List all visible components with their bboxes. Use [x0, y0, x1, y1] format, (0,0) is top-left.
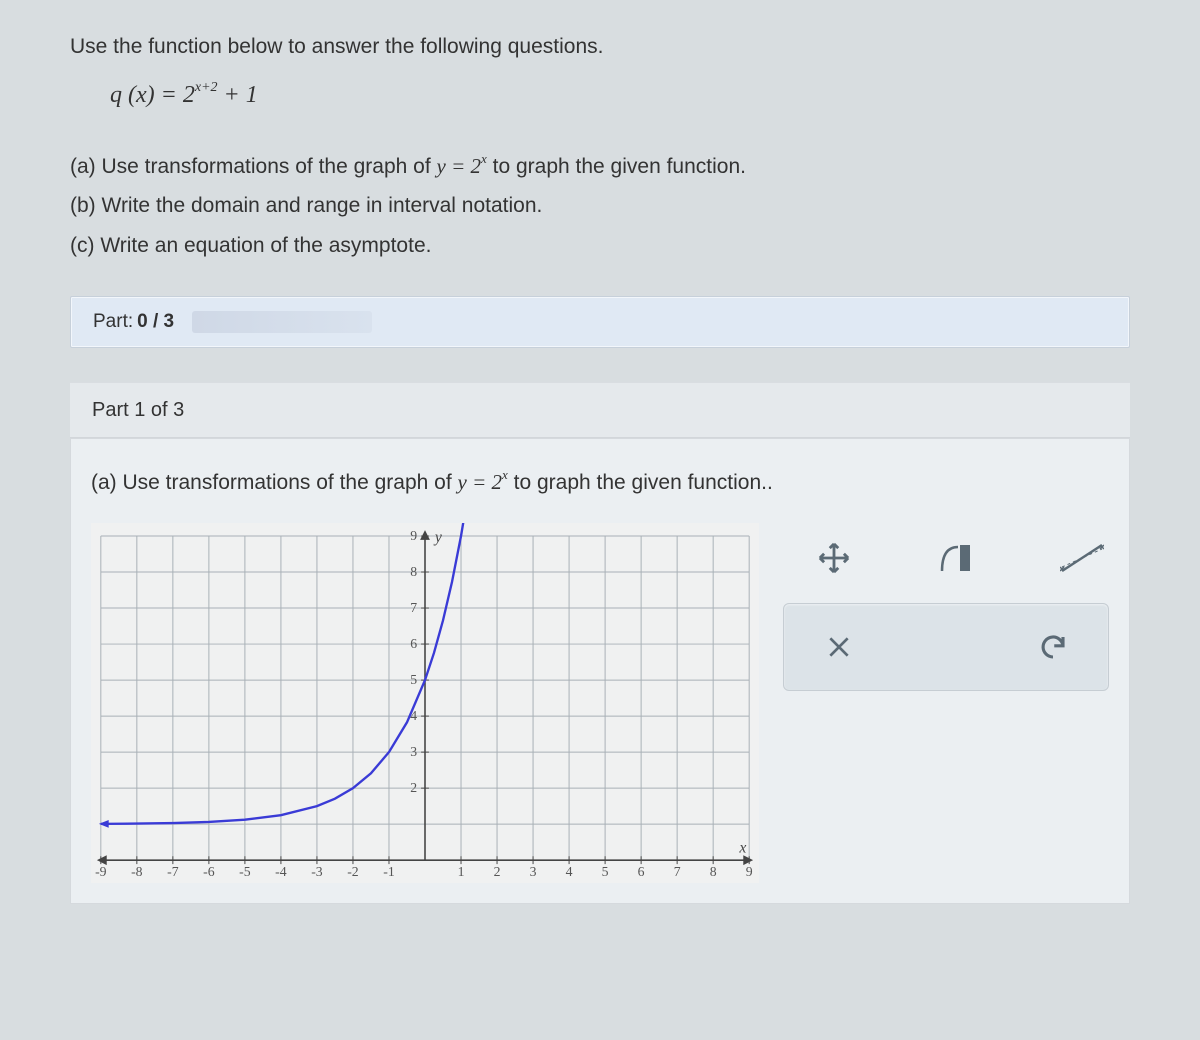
svg-text:5: 5: [602, 864, 609, 879]
svg-text:4: 4: [566, 864, 573, 879]
panel-qa-lead: (a) Use transformations of the graph of: [91, 471, 458, 494]
answer-panel: (a) Use transformations of the graph of …: [70, 438, 1130, 904]
svg-text:-4: -4: [275, 864, 287, 879]
svg-text:-7: -7: [167, 864, 179, 879]
svg-text:1: 1: [458, 864, 465, 879]
svg-text:7: 7: [674, 864, 681, 879]
graph-tools: [783, 523, 1109, 691]
move-tool-icon[interactable]: [807, 533, 861, 583]
svg-text:2: 2: [494, 864, 501, 879]
partbar-label: Part:: [93, 311, 133, 333]
svg-text:-1: -1: [383, 864, 395, 879]
svg-text:7: 7: [410, 600, 417, 615]
svg-text:5: 5: [410, 672, 417, 687]
graph-canvas[interactable]: -9-8-7-6-5-4-3-2-112345678923456789 y x: [91, 523, 759, 883]
svg-text:6: 6: [410, 636, 417, 651]
svg-text:6: 6: [638, 864, 645, 879]
question-c: (c) Write an equation of the asymptote.: [70, 226, 1130, 266]
question-b: (b) Write the domain and range in interv…: [70, 186, 1130, 226]
sub-part-label: Part 1 of 3: [92, 399, 184, 422]
partbar-num: 0 / 3: [137, 311, 174, 333]
graph-svg: -9-8-7-6-5-4-3-2-112345678923456789 y x: [91, 523, 759, 883]
panel-question-a: (a) Use transformations of the graph of …: [91, 469, 1109, 495]
svg-text:3: 3: [410, 744, 417, 759]
intro-text: Use the function below to answer the fol…: [70, 30, 1130, 64]
sub-part-bar: Part 1 of 3: [70, 382, 1130, 438]
progress-bar[interactable]: Part: 0 / 3: [70, 296, 1130, 348]
svg-text:-6: -6: [203, 864, 215, 879]
svg-text:x: x: [738, 840, 746, 857]
formula-math: q (x) = 2x+2 + 1: [110, 82, 258, 108]
qa-lead: (a) Use transformations of the graph of: [70, 155, 437, 178]
svg-text:2: 2: [410, 780, 417, 795]
svg-text:y: y: [433, 529, 442, 546]
svg-text:-3: -3: [311, 864, 323, 879]
function-formula: q (x) = 2x+2 + 1: [110, 82, 1130, 109]
svg-text:9: 9: [410, 528, 417, 543]
svg-text:-9: -9: [95, 864, 107, 879]
svg-text:9: 9: [746, 864, 753, 879]
question-a: (a) Use transformations of the graph of …: [70, 147, 1130, 187]
qa-math: y = 2x: [437, 154, 487, 178]
svg-text:8: 8: [710, 864, 717, 879]
svg-text:8: 8: [410, 564, 417, 579]
progress-indicator: [192, 311, 372, 333]
svg-text:-5: -5: [239, 864, 251, 879]
panel-qa-math: y = 2x: [458, 470, 508, 494]
qa-tail: to graph the given function.: [487, 155, 746, 178]
curve-tool-icon[interactable]: [931, 533, 985, 583]
close-icon[interactable]: [812, 622, 866, 672]
panel-qa-tail: to graph the given function..: [508, 471, 773, 494]
edit-tools-panel: [783, 603, 1109, 691]
undo-icon[interactable]: [1026, 622, 1080, 672]
svg-text:3: 3: [530, 864, 537, 879]
line-tool-icon[interactable]: [1055, 533, 1109, 583]
svg-text:-2: -2: [347, 864, 359, 879]
svg-text:-8: -8: [131, 864, 143, 879]
